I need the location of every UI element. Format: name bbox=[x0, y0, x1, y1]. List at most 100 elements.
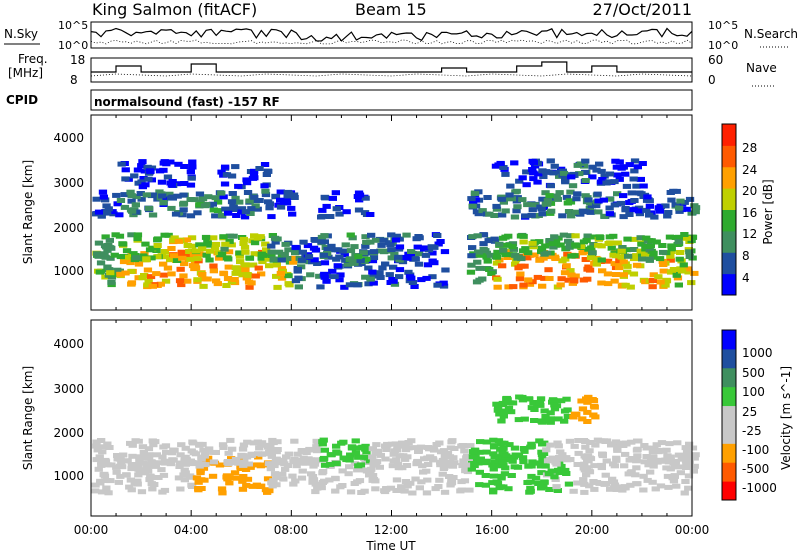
heatmap-cell bbox=[361, 195, 370, 201]
heatmap-cell bbox=[632, 253, 641, 259]
heatmap-cell bbox=[505, 442, 514, 448]
heatmap-cell bbox=[562, 263, 571, 269]
heatmap-cell bbox=[92, 196, 101, 202]
heatmap-cell bbox=[179, 273, 188, 279]
heatmap-cell bbox=[538, 211, 547, 217]
heatmap-cell bbox=[91, 488, 100, 494]
heatmap-cell bbox=[511, 452, 520, 458]
heatmap-cell bbox=[119, 241, 128, 247]
heatmap-cell bbox=[498, 212, 507, 218]
heatmap-cell bbox=[346, 256, 355, 262]
heatmap-cell bbox=[542, 447, 551, 453]
heatmap-cell bbox=[277, 266, 287, 272]
heatmap-cell bbox=[481, 482, 490, 488]
heatmap-cell bbox=[474, 211, 483, 217]
heatmap-cell bbox=[588, 250, 597, 256]
heatmap-cell bbox=[388, 463, 397, 469]
heatmap-cell bbox=[326, 452, 335, 458]
heatmap-cell bbox=[667, 249, 676, 254]
heatmap-cell bbox=[289, 459, 298, 465]
heatmap-cell bbox=[369, 458, 379, 464]
heatmap-cell bbox=[203, 276, 212, 282]
nsearch-tick-bottom: 10^0 bbox=[708, 39, 738, 52]
heatmap-cell bbox=[380, 488, 389, 494]
heatmap-cell bbox=[425, 446, 434, 452]
heatmap-cell bbox=[421, 252, 431, 258]
heatmap-cell bbox=[561, 177, 570, 183]
heatmap-cell bbox=[674, 452, 684, 458]
heatmap-cell bbox=[663, 213, 672, 219]
heatmap-cell bbox=[361, 274, 370, 280]
heatmap-cell bbox=[508, 458, 517, 464]
heatmap-cell bbox=[188, 164, 197, 170]
heatmap-cell bbox=[320, 271, 329, 277]
heatmap-cell bbox=[541, 169, 551, 175]
heatmap-cell bbox=[575, 171, 584, 177]
heatmap-cell bbox=[500, 440, 509, 446]
heatmap-cell bbox=[519, 459, 528, 465]
heatmap-cell bbox=[371, 237, 381, 243]
heatmap-cell bbox=[247, 206, 256, 212]
heatmap-cell bbox=[292, 463, 301, 469]
heatmap-cell bbox=[114, 479, 123, 485]
heatmap-cell bbox=[548, 241, 558, 247]
heatmap-cell bbox=[120, 192, 129, 198]
heatmap-cell bbox=[199, 465, 209, 471]
heatmap-cell bbox=[593, 256, 602, 262]
heatmap-cell bbox=[146, 168, 155, 174]
nave-tick-top: 60 bbox=[708, 53, 723, 67]
heatmap-cell bbox=[633, 438, 642, 444]
xlabel: Time UT bbox=[365, 539, 416, 553]
heatmap-cell bbox=[313, 485, 322, 491]
nsearch-series bbox=[90, 39, 693, 45]
heatmap-cell bbox=[489, 451, 498, 457]
heatmap-cell bbox=[281, 466, 290, 472]
heatmap-cell bbox=[320, 455, 329, 461]
heatmap-cell bbox=[608, 476, 617, 482]
heatmap-cell bbox=[336, 484, 345, 490]
heatmap-cell bbox=[657, 440, 667, 446]
heatmap-cell bbox=[239, 241, 248, 246]
heatmap-cell bbox=[598, 451, 607, 457]
heatmap-cell bbox=[227, 242, 236, 248]
heatmap-cell bbox=[199, 283, 208, 289]
heatmap-cell bbox=[646, 469, 655, 475]
heatmap-cell bbox=[121, 270, 130, 276]
heatmap-cell bbox=[436, 239, 445, 244]
freq-series bbox=[91, 61, 692, 73]
heatmap-cell bbox=[457, 443, 466, 449]
heatmap-cell bbox=[355, 478, 365, 484]
heatmap-cell bbox=[178, 255, 187, 261]
heatmap-cell bbox=[446, 445, 456, 451]
heatmap-cell bbox=[631, 472, 640, 478]
beam-title: Beam 15 bbox=[355, 0, 427, 19]
heatmap-cell bbox=[247, 451, 256, 457]
heatmap-cell bbox=[467, 466, 476, 472]
heatmap-cell bbox=[535, 400, 545, 406]
heatmap-cell bbox=[257, 271, 266, 277]
heatmap-cell bbox=[117, 459, 126, 465]
heatmap-cell bbox=[546, 183, 555, 189]
heatmap-cell bbox=[401, 456, 410, 462]
heatmap-cell bbox=[262, 442, 272, 448]
heatmap-cell bbox=[94, 240, 104, 246]
heatmap-cell bbox=[141, 182, 150, 188]
heatmap-cell bbox=[559, 170, 569, 176]
heatmap-cell bbox=[140, 168, 149, 174]
heatmap-cell bbox=[320, 478, 329, 484]
xtick-1200: 12:00 bbox=[374, 523, 409, 537]
heatmap-cell bbox=[320, 274, 329, 280]
heatmap-cell bbox=[690, 270, 699, 276]
heatmap-cell bbox=[646, 243, 655, 249]
heatmap-cell bbox=[309, 245, 319, 251]
heatmap-cell bbox=[600, 173, 609, 179]
heatmap-cell bbox=[461, 468, 470, 474]
heatmap-cell bbox=[401, 447, 411, 453]
heatmap-cell bbox=[510, 214, 520, 220]
heatmap-cell bbox=[256, 484, 265, 489]
heatmap-cell bbox=[681, 479, 690, 484]
heatmap-cell bbox=[582, 472, 591, 478]
heatmap-cell bbox=[276, 189, 285, 195]
heatmap-cell bbox=[482, 449, 491, 455]
heatmap-cell bbox=[445, 454, 455, 460]
